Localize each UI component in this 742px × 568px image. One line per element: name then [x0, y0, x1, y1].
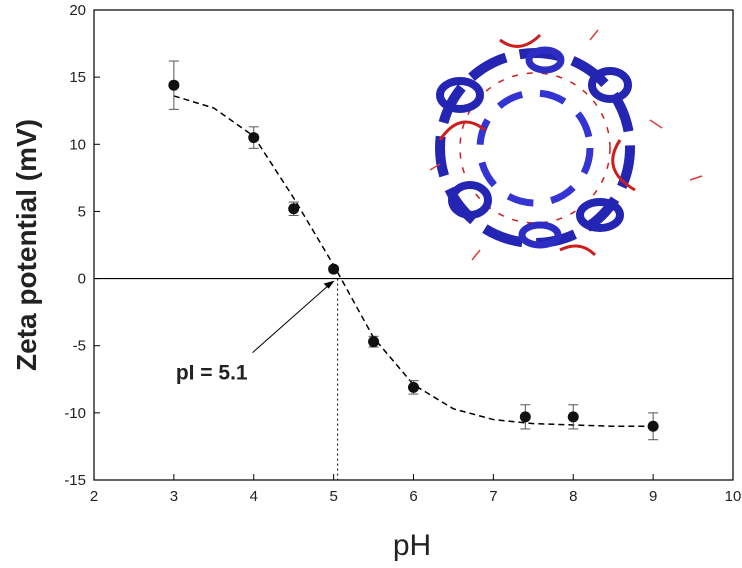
y-axis-label: Zeta potential (mV): [11, 119, 42, 371]
annotation-label: pI = 5.1: [176, 362, 248, 385]
arrow-head: [323, 280, 335, 289]
data-point: [288, 203, 300, 215]
data-point: [168, 79, 180, 91]
x-tick-label: 10: [725, 488, 742, 505]
data-point: [647, 420, 659, 432]
annotation-arrow: [252, 282, 332, 353]
protein-illustration: [429, 29, 703, 261]
y-tick-label: -5: [73, 338, 86, 355]
y-tick-label: 15: [69, 69, 86, 86]
y-tick-label: -10: [64, 405, 86, 422]
x-tick-label: 2: [90, 488, 98, 505]
x-axis-label: pH: [393, 529, 431, 562]
x-tick-label: 8: [569, 488, 577, 505]
x-tick-label: 9: [649, 488, 657, 505]
data-point: [567, 411, 579, 423]
data-point: [248, 132, 260, 144]
x-tick-label: 5: [329, 488, 337, 505]
y-tick-label: 20: [69, 2, 86, 19]
y-tick-label: 5: [78, 203, 86, 220]
x-tick-label: 3: [170, 488, 178, 505]
data-point: [328, 263, 340, 275]
data-point: [408, 381, 419, 393]
y-tick-label: 0: [78, 271, 86, 288]
x-tick-label: 6: [409, 488, 417, 505]
plot-frame: [93, 9, 734, 481]
y-tick-label: 10: [69, 136, 86, 153]
data-point: [519, 411, 531, 423]
x-tick-label: 7: [489, 488, 497, 505]
x-tick-label: 4: [250, 488, 258, 505]
y-tick-label: -15: [64, 472, 86, 489]
data-point: [368, 336, 380, 348]
